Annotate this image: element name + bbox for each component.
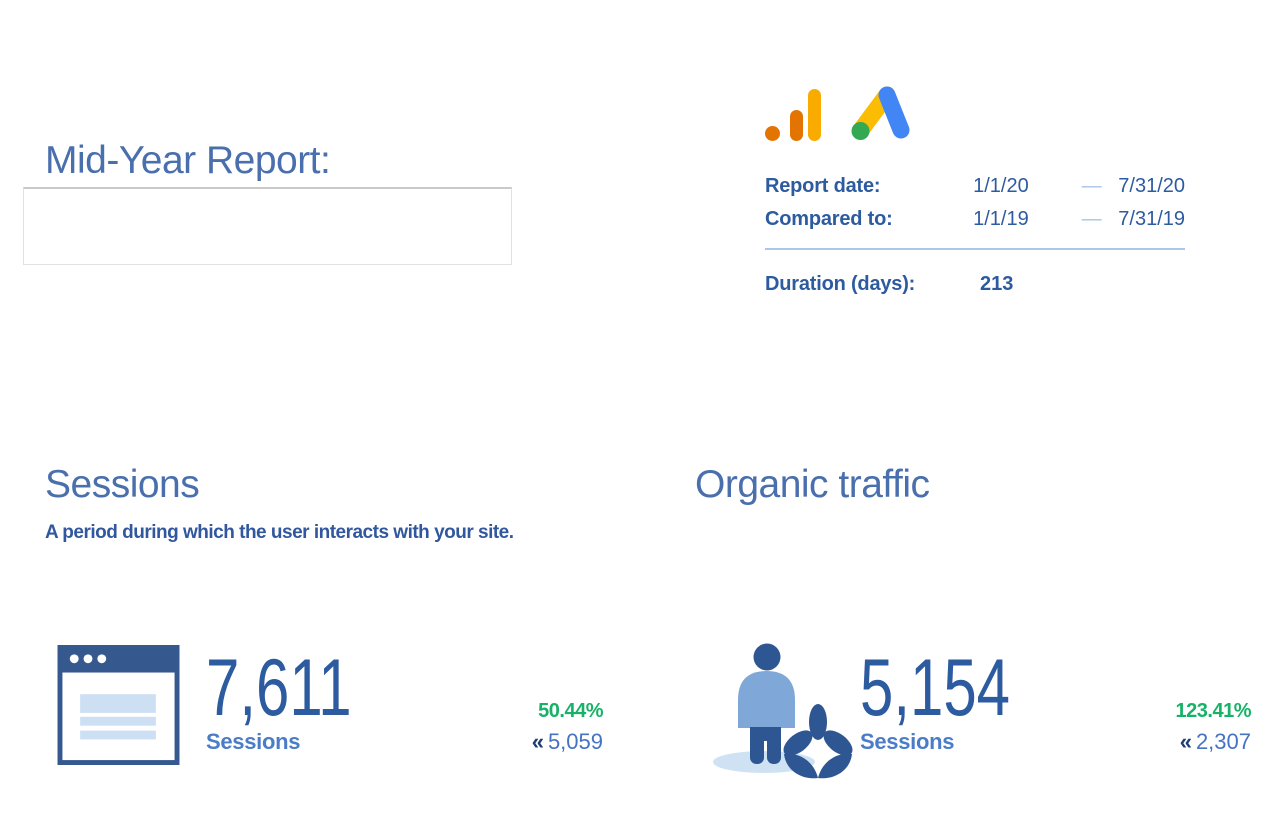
sessions-section-title: Sessions xyxy=(45,463,200,506)
logo-row xyxy=(765,85,1185,141)
organic-previous: «2,307 xyxy=(1138,731,1251,753)
duration-label: Duration (days): xyxy=(765,273,916,295)
organic-change: 123.41% «2,307 xyxy=(1138,700,1252,753)
sessions-previous-value: 5,059 xyxy=(547,729,603,754)
double-chevron-left-icon: « xyxy=(1179,729,1192,754)
meta-divider xyxy=(765,248,1185,250)
date-range-dash: — xyxy=(1081,208,1102,230)
page-title: Mid-Year Report: xyxy=(45,139,331,182)
compared-to-end: 7/31/19 xyxy=(1118,208,1186,230)
organic-section-title: Organic traffic xyxy=(695,463,930,506)
organic-previous-value: 2,307 xyxy=(1195,729,1251,754)
duration-row: Duration (days): 213 xyxy=(765,268,1185,301)
date-range-dash: — xyxy=(1081,175,1102,197)
sessions-description: A period during which the user interacts… xyxy=(45,522,514,543)
organic-change-percent: 123.41% xyxy=(1175,700,1252,722)
sessions-unit-label: Sessions xyxy=(206,729,301,754)
client-name-field[interactable] xyxy=(23,187,512,265)
report-date-label: Report date: xyxy=(765,175,881,197)
report-date-row: Report date: 1/1/20 — 7/31/20 xyxy=(765,170,1185,203)
compared-to-start: 1/1/19 xyxy=(973,208,1029,230)
organic-unit-label: Sessions xyxy=(860,729,955,754)
report-date-end: 7/31/20 xyxy=(1118,175,1186,197)
double-chevron-left-icon: « xyxy=(531,729,544,754)
visitor-plant-icon xyxy=(713,643,853,779)
sessions-value: 7,611 xyxy=(206,643,352,733)
compared-to-row: Compared to: 1/1/19 — 7/31/19 xyxy=(765,203,1185,236)
duration-value: 213 xyxy=(980,273,1014,295)
browser-window-icon xyxy=(57,645,180,765)
report-date-start: 1/1/20 xyxy=(973,175,1029,197)
organic-value: 5,154 xyxy=(860,643,1011,733)
date-info: Report date: 1/1/20 — 7/31/20 Compared t… xyxy=(765,170,1185,301)
sessions-previous: «5,059 xyxy=(490,731,603,753)
sessions-change: 50.44% «5,059 xyxy=(490,700,604,753)
sessions-change-percent: 50.44% xyxy=(538,700,603,722)
google-ads-logo-icon xyxy=(851,86,910,140)
google-analytics-logo-icon xyxy=(765,89,821,141)
compared-to-label: Compared to: xyxy=(765,208,893,230)
report-meta: Report date: 1/1/20 — 7/31/20 Compared t… xyxy=(765,85,1185,301)
